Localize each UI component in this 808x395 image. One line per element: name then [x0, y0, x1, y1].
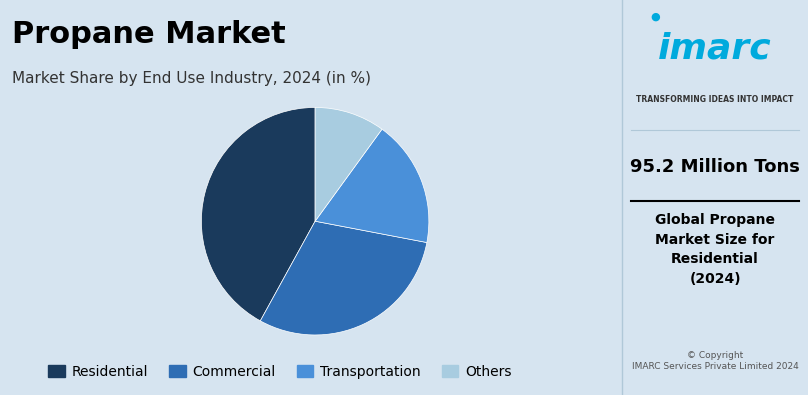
Text: Market Share by End Use Industry, 2024 (in %): Market Share by End Use Industry, 2024 (…	[12, 71, 372, 86]
Wedge shape	[315, 129, 429, 243]
Text: Global Propane
Market Size for
Residential
(2024): Global Propane Market Size for Residenti…	[655, 213, 775, 286]
Wedge shape	[315, 107, 382, 221]
Text: © Copyright
IMARC Services Private Limited 2024: © Copyright IMARC Services Private Limit…	[632, 350, 798, 371]
Wedge shape	[201, 107, 315, 321]
Text: 95.2 Million Tons: 95.2 Million Tons	[630, 158, 800, 176]
Legend: Residential, Commercial, Transportation, Others: Residential, Commercial, Transportation,…	[43, 359, 517, 384]
Wedge shape	[260, 221, 427, 335]
Text: Propane Market: Propane Market	[12, 20, 286, 49]
Text: TRANSFORMING IDEAS INTO IMPACT: TRANSFORMING IDEAS INTO IMPACT	[637, 95, 793, 104]
Text: imarc: imarc	[659, 32, 772, 66]
Text: ●: ●	[650, 12, 660, 22]
